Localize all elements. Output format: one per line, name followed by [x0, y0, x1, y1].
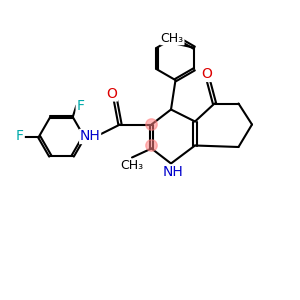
Text: NH: NH — [80, 130, 101, 143]
Circle shape — [146, 119, 157, 130]
Circle shape — [146, 140, 157, 151]
Text: O: O — [106, 87, 117, 101]
Text: CH₃: CH₃ — [120, 159, 144, 172]
Text: F: F — [16, 130, 24, 143]
Text: CH₃: CH₃ — [161, 32, 184, 45]
Text: O: O — [202, 68, 212, 81]
Text: F: F — [76, 99, 84, 112]
Text: NH: NH — [162, 165, 183, 179]
